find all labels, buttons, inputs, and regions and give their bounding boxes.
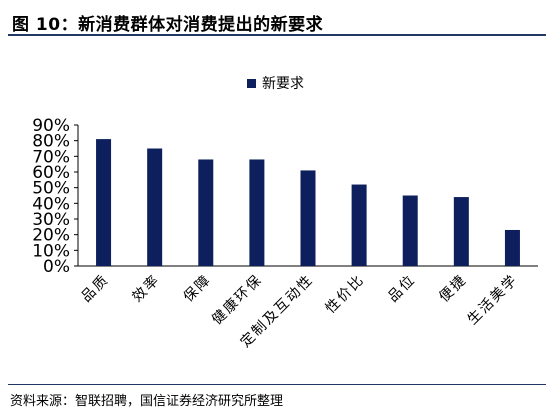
x-tick-label: 品质 — [78, 272, 112, 306]
legend: 新要求 — [247, 76, 304, 92]
y-tick-label: 10% — [32, 241, 70, 261]
bar-性价比 — [351, 184, 367, 266]
y-tick-label: 60% — [32, 163, 70, 183]
y-tick-label: 50% — [32, 179, 70, 199]
bar-生活美学 — [504, 229, 520, 266]
bar-保障 — [198, 159, 214, 266]
bar-效率 — [147, 148, 163, 266]
y-tick-label: 90% — [32, 116, 70, 136]
bar-健康环保 — [249, 159, 265, 266]
y-tick-label: 20% — [32, 226, 70, 246]
legend-label: 新要求 — [262, 76, 304, 92]
y-axis: 0%10%20%30%40%50%60%70%80%90% — [32, 116, 538, 277]
x-tick-label: 保障 — [181, 272, 215, 306]
bar-品质 — [96, 139, 112, 266]
y-tick-label: 0% — [43, 257, 70, 277]
y-tick-label: 70% — [32, 147, 70, 167]
y-tick-label: 30% — [32, 210, 70, 230]
title-bar: 图 10：新消费群体对消费提出的新要求 — [8, 6, 546, 36]
source-note: 资料来源：智联招聘，国信证券经济研究所整理 — [10, 394, 284, 409]
bars — [96, 139, 520, 266]
x-tick-label: 性价比 — [323, 272, 368, 317]
x-tick-label: 品位 — [385, 272, 419, 306]
source-bar: 资料来源：智联招聘，国信证券经济研究所整理 — [8, 384, 546, 413]
bar-chart: 新要求 0%10%20%30%40%50%60%70%80%90% 品质 效率 保障… — [32, 76, 538, 351]
bar-便捷 — [453, 197, 469, 266]
x-tick-label: 便捷 — [436, 272, 470, 306]
y-tick-label: 40% — [32, 194, 70, 214]
x-tick-label: 生活美学 — [465, 272, 522, 329]
bar-定制及互动性 — [300, 170, 316, 266]
bar-品位 — [402, 195, 418, 266]
x-tick-label: 效率 — [129, 271, 164, 306]
figure-title: 图 10：新消费群体对消费提出的新要求 — [12, 15, 324, 35]
legend-swatch — [247, 79, 256, 88]
y-tick-label: 80% — [32, 132, 70, 152]
